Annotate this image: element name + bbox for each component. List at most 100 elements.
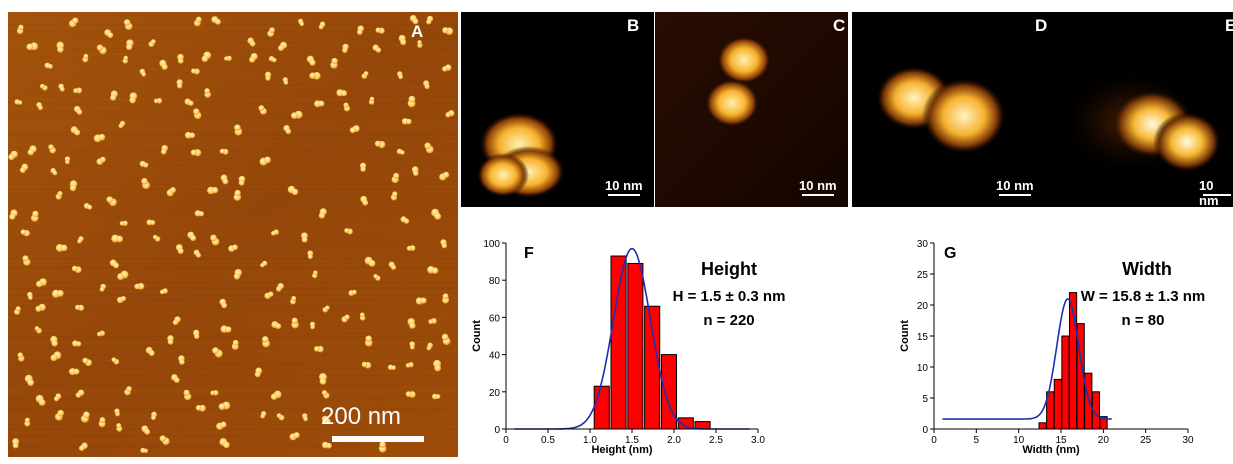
nanoparticle-dot bbox=[417, 40, 423, 48]
x-tick-label: 2.5 bbox=[709, 435, 723, 446]
nanoparticle-dot bbox=[268, 56, 277, 63]
nanoparticle-dot bbox=[96, 44, 107, 55]
nanoparticle-dot bbox=[343, 102, 351, 112]
x-tick-label: 1.5 bbox=[625, 435, 639, 446]
nanoparticle-dot bbox=[342, 43, 349, 53]
nanoparticle-dot bbox=[322, 305, 330, 313]
nanoparticle-dot bbox=[70, 126, 81, 136]
scale-text-c: 10 nm bbox=[799, 178, 837, 193]
nanoparticle-dot bbox=[75, 304, 85, 311]
panel-label-e: E bbox=[1225, 16, 1233, 35]
nanoparticle-dot bbox=[220, 325, 232, 333]
nanoparticle-dot bbox=[388, 261, 397, 270]
nanoparticle-dot bbox=[111, 357, 120, 365]
y-tick-label: 100 bbox=[483, 239, 500, 250]
nanoparticle-dot bbox=[307, 250, 314, 260]
nanoparticle-dot bbox=[282, 77, 289, 85]
x-tick-label: 5 bbox=[974, 435, 980, 446]
nanoparticle-dot bbox=[442, 27, 454, 35]
nanoparticle-dot bbox=[234, 124, 243, 136]
nanoparticle-dot bbox=[178, 355, 185, 365]
nanoparticle-dot bbox=[27, 145, 37, 156]
nanoparticle-dot bbox=[231, 339, 239, 350]
nanoparticle-dot bbox=[129, 92, 138, 104]
nanoparticle-dot bbox=[210, 234, 220, 246]
nanoparticle-dot bbox=[359, 162, 367, 172]
nanoparticle-dot bbox=[267, 27, 275, 37]
nanoparticle-dot bbox=[111, 234, 124, 243]
scale-text-a: 200 nm bbox=[321, 403, 402, 430]
y-tick-label: 40 bbox=[489, 351, 501, 362]
nanoparticle-dot bbox=[270, 229, 279, 236]
nanoparticle-dot bbox=[259, 156, 271, 166]
nanoparticle-dot bbox=[264, 291, 274, 300]
nanoparticle-dot bbox=[172, 316, 181, 326]
nanoparticle-dot bbox=[238, 175, 246, 186]
scale-text-d: 10 nm bbox=[996, 178, 1034, 193]
nanoparticle-dot bbox=[140, 447, 149, 454]
nanoparticle-dot bbox=[171, 374, 180, 383]
nanoparticle-dot bbox=[321, 441, 332, 449]
y-axis-label: Count bbox=[471, 320, 483, 352]
nanoparticle-dot bbox=[387, 364, 396, 371]
nanoparticle-dot bbox=[406, 245, 416, 251]
nanoparticle-dot bbox=[283, 124, 292, 135]
nanoparticle-dot bbox=[12, 438, 20, 449]
nanoparticle-dot bbox=[372, 44, 382, 53]
chart-annotation: H = 1.5 ± 0.3 nm bbox=[673, 288, 786, 305]
nanoparticle-dot bbox=[195, 404, 206, 412]
nanoparticle-dot bbox=[183, 389, 192, 401]
nanoparticle-dot bbox=[145, 346, 155, 357]
nanoparticle-dot bbox=[428, 318, 437, 325]
y-tick-label: 80 bbox=[489, 276, 501, 287]
particle-d-canvas bbox=[876, 66, 1006, 154]
y-tick-label: 15 bbox=[917, 332, 929, 343]
scale-bar-d bbox=[999, 194, 1031, 196]
nanoparticle-dot bbox=[68, 17, 79, 28]
y-tick-label: 0 bbox=[922, 425, 928, 436]
nanoparticle-dot bbox=[314, 345, 324, 353]
nanoparticle-dot bbox=[276, 282, 284, 292]
nanoparticle-dot bbox=[55, 191, 63, 200]
nanoparticle-dot bbox=[34, 326, 42, 334]
nanoparticle-dot bbox=[216, 421, 227, 430]
scale-bar-b bbox=[608, 194, 640, 196]
nanoparticle-dot bbox=[73, 105, 83, 115]
nanoparticle-dot bbox=[360, 195, 369, 206]
nanoparticle-dot bbox=[391, 172, 400, 184]
nanoparticle-dot bbox=[341, 314, 350, 323]
nanoparticle-dot bbox=[53, 393, 62, 402]
nanoparticle-dot bbox=[40, 83, 48, 91]
nanoparticle-dot bbox=[432, 393, 441, 400]
nanoparticle-dot bbox=[27, 291, 33, 300]
nanoparticle-dot bbox=[247, 37, 256, 47]
nanoparticle-dot bbox=[219, 148, 229, 155]
nanoparticle-dot bbox=[224, 55, 232, 61]
chart-title: Height bbox=[701, 259, 757, 279]
y-tick-label: 20 bbox=[917, 301, 929, 312]
nanoparticle-dot bbox=[184, 98, 194, 106]
nanoparticle-dot bbox=[35, 303, 46, 312]
nanoparticle-dot bbox=[141, 425, 151, 435]
nanoparticle-dot bbox=[431, 208, 442, 220]
nanoparticle-dot bbox=[361, 361, 372, 369]
nanoparticle-dot bbox=[207, 186, 219, 195]
nanoparticle-dot bbox=[193, 249, 202, 258]
width-bar bbox=[1053, 378, 1062, 430]
nanoparticle-dot bbox=[398, 34, 407, 46]
nanoparticle-dot bbox=[36, 102, 43, 111]
nanoparticle-dot bbox=[262, 336, 270, 348]
nanoparticle-dot bbox=[210, 390, 219, 396]
nanoparticle-dot bbox=[318, 21, 326, 30]
afm-zoom-image-b: B 10 nm bbox=[461, 12, 654, 207]
nanoparticle-dot bbox=[119, 220, 128, 227]
nanoparticle-dot bbox=[302, 413, 308, 422]
nanoparticle-dot bbox=[68, 368, 80, 376]
nanoparticle-dot bbox=[212, 347, 223, 358]
nanoparticle-dot bbox=[193, 108, 202, 120]
nanoparticle-dot bbox=[405, 362, 414, 368]
nanoparticle-dot bbox=[48, 144, 56, 154]
nanoparticle-dot bbox=[368, 96, 375, 105]
nanoparticle-dot bbox=[373, 274, 381, 281]
nanoparticle-dot bbox=[426, 15, 434, 25]
